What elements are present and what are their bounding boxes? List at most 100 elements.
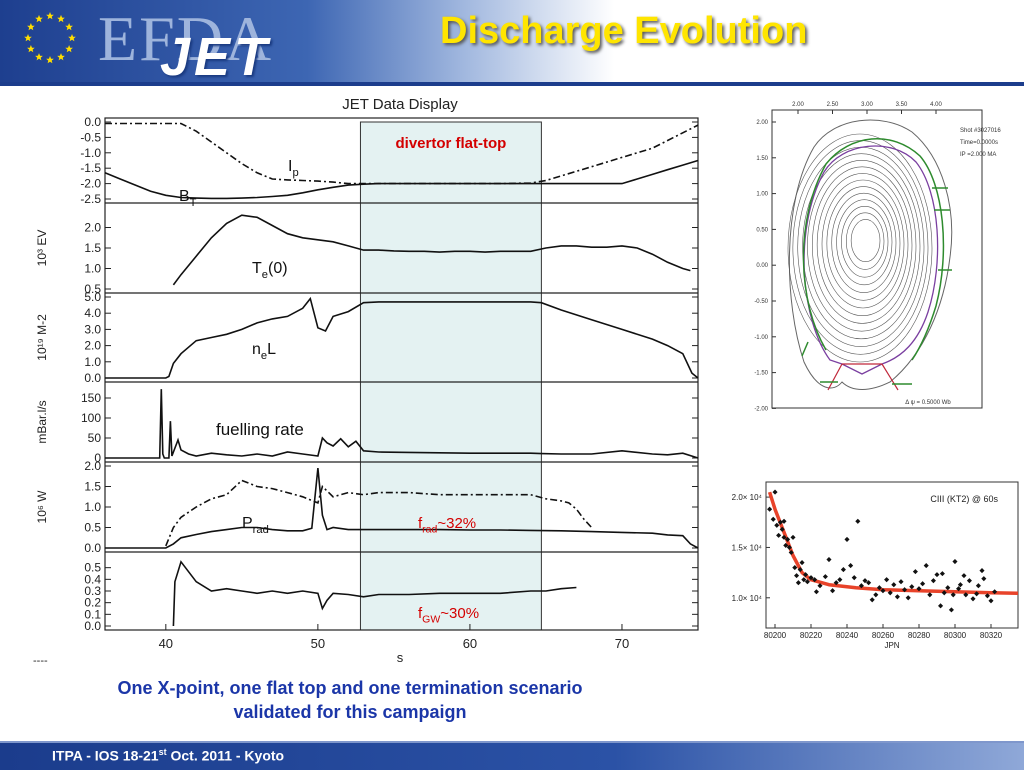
y-tick-label: 0.0 (84, 371, 101, 385)
y-tick-label: 0.2 (84, 596, 101, 610)
x-tick-label: 50 (311, 636, 325, 651)
slide-caption: One X-point, one flat top and one termin… (40, 676, 660, 724)
ciii-point (812, 577, 818, 583)
eq-y-tick-label: -1.00 (754, 335, 768, 341)
header-divider (0, 82, 1024, 86)
flux-surface (845, 212, 885, 270)
y-tick-label: 1.0 (84, 500, 101, 514)
y-tick-label: -1.0 (80, 146, 101, 160)
eq-y-tick-label: 2.00 (756, 120, 768, 126)
ciii-point (970, 596, 976, 602)
divertor-flat-top-band (359, 121, 542, 631)
y-tick-label: 0.5 (84, 282, 101, 296)
eq-x-tick-label: 2.00 (792, 102, 804, 108)
y-tick-label: 0.4 (84, 572, 101, 586)
y-tick-label: 0.3 (84, 584, 101, 598)
y-tick-label: -2.5 (80, 192, 101, 206)
ciii-x-tick-label: 80320 (980, 631, 1003, 640)
ciii-point (794, 573, 800, 579)
y-tick-label: 1.0 (84, 262, 101, 276)
y-tick-label: -0.5 (80, 130, 101, 144)
eq-info-line-2: Time=0.0000s (960, 140, 998, 146)
eu-star-11 (57, 14, 65, 23)
eu-star-3 (57, 53, 65, 61)
eu-stars-icon (24, 12, 76, 64)
flux-surface (836, 199, 893, 286)
eq-y-tick-label: 1.50 (756, 156, 768, 162)
ciii-point (851, 575, 857, 581)
ciii-point (884, 577, 890, 583)
ciii-x-tick-label: 80240 (836, 631, 859, 640)
x-tick-label: 60 (463, 636, 477, 651)
eu-star-10 (46, 12, 54, 20)
eu-star-5 (35, 53, 43, 61)
eq-x-tick-label: 3.50 (896, 102, 908, 108)
ciii-y-tick-label: 2.0× 10⁴ (732, 493, 763, 502)
caption-line-1: One X-point, one flat top and one termin… (117, 678, 583, 698)
eq-y-tick-label: -0.50 (754, 299, 768, 305)
y-tick-label: 3.0 (84, 322, 101, 336)
eq-x-tick-label: 4.00 (930, 102, 942, 108)
footer-suffix: Oct. 2011 - Kyoto (166, 747, 285, 764)
x-tick-label: 40 (159, 636, 173, 651)
ciii-point (902, 587, 908, 593)
eu-star-12 (65, 23, 73, 31)
series-prad (105, 468, 699, 549)
y-tick-label: 100 (81, 411, 101, 425)
eu-star-4 (46, 56, 54, 64)
series-nel (105, 296, 699, 379)
footer-sup: st (158, 747, 167, 757)
ciii-x-tick-label: 80300 (944, 631, 967, 640)
y-tick-label: 0.5 (84, 561, 101, 575)
ciii-x-tick-label: 80260 (872, 631, 895, 640)
series-te-0- (172, 214, 691, 286)
eq-y-tick-label: -1.50 (754, 371, 768, 377)
ciii-point (799, 560, 805, 566)
label-frad: frad~32% (418, 515, 476, 536)
eu-star-2 (65, 45, 73, 53)
y-tick-label: 50 (88, 431, 102, 445)
ciii-point (880, 588, 886, 594)
ciii-point (848, 563, 854, 569)
panel-ylabel: 10⁶ W (35, 490, 49, 524)
ciii-point (898, 579, 904, 585)
jet-logo: JET (160, 27, 272, 87)
y-tick-label: 1.5 (84, 241, 101, 255)
divertor-flat-top-label: divertor flat-top (395, 135, 506, 152)
label-bt: BT (179, 188, 197, 209)
eu-star-7 (24, 34, 32, 42)
eu-star-6 (27, 45, 35, 53)
ciii-point (813, 589, 819, 595)
page-title: Discharge Evolution (440, 10, 808, 52)
y-tick-label: 0.0 (84, 541, 101, 555)
ciii-title: CIII (KT2) @ 60s (930, 494, 998, 504)
series-bt (104, 159, 699, 200)
x-axis-label: s (397, 650, 404, 665)
eu-star-8 (27, 23, 35, 31)
panel-ylabel: mBar.l/s (35, 400, 49, 443)
ciii-frame (765, 481, 1019, 629)
footer-text: ITPA - IOS 18-21st Oct. 2011 - Kyoto (52, 747, 284, 764)
panel-ylabel: 10³ EV (35, 230, 49, 267)
chart-title: JET Data Display (342, 96, 458, 113)
flux-surface (841, 205, 889, 278)
y-tick-label: 4.0 (84, 306, 101, 320)
first-wall-green (802, 138, 945, 361)
flux-surface (850, 219, 881, 263)
y-tick-label: 1.0 (84, 355, 101, 369)
ciii-x-axis-label: JPN (884, 641, 899, 650)
caption-line-2: validated for this campaign (233, 702, 467, 722)
label-nel: neL (252, 341, 276, 362)
y-tick-label: -1.5 (80, 161, 101, 175)
eq-y-tick-label: -2.00 (754, 406, 768, 412)
y-tick-label: 150 (81, 391, 101, 405)
x-tick-label: 70 (615, 636, 629, 651)
y-tick-label: 1.5 (84, 480, 101, 494)
flux-surface (811, 166, 913, 324)
ciii-point (817, 583, 823, 589)
y-tick-label: 0.0 (84, 619, 101, 633)
eq-y-tick-label: 1.00 (756, 192, 768, 198)
plot-frame (104, 117, 699, 631)
y-tick-label: 0.0 (84, 115, 101, 129)
header-bar (0, 0, 1024, 82)
